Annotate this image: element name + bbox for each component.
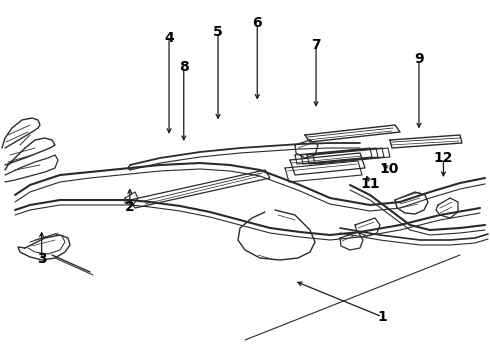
Text: 12: 12 bbox=[434, 152, 453, 165]
Text: 11: 11 bbox=[360, 177, 380, 190]
Text: 3: 3 bbox=[37, 252, 47, 266]
Text: 9: 9 bbox=[414, 53, 424, 66]
Text: 6: 6 bbox=[252, 17, 262, 30]
Text: 4: 4 bbox=[164, 31, 174, 45]
Text: 5: 5 bbox=[213, 26, 223, 39]
Text: 7: 7 bbox=[311, 38, 321, 52]
Text: 10: 10 bbox=[380, 162, 399, 176]
Text: 2: 2 bbox=[125, 200, 135, 214]
Text: 8: 8 bbox=[179, 60, 189, 73]
Text: 1: 1 bbox=[377, 310, 387, 324]
